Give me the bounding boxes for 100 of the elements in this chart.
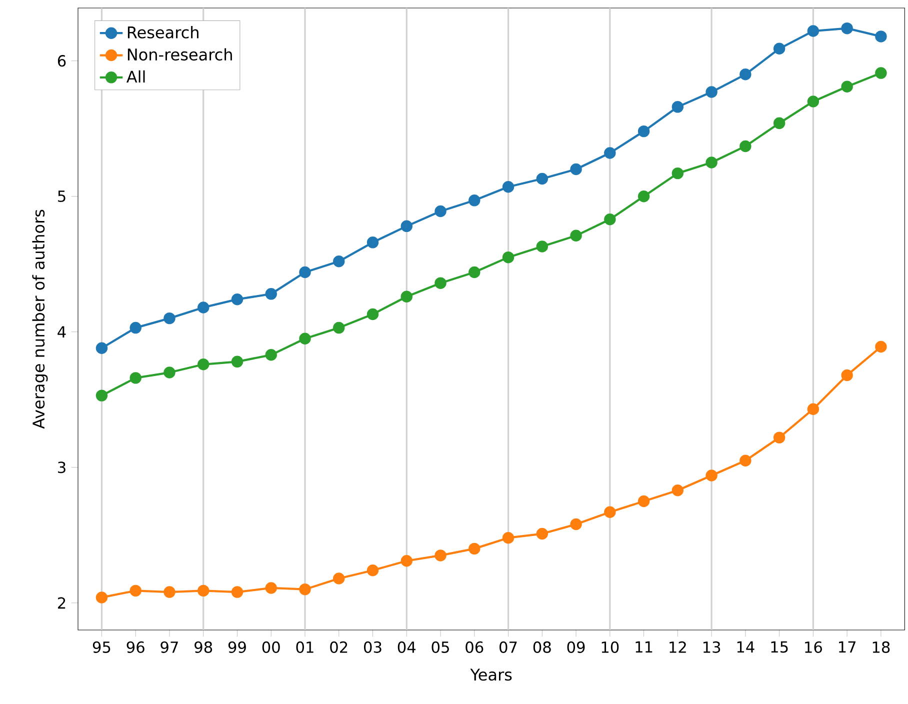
point bbox=[468, 542, 480, 555]
point bbox=[841, 80, 853, 92]
point bbox=[875, 340, 887, 353]
point bbox=[706, 86, 718, 98]
point bbox=[570, 518, 582, 530]
y-tick-label: 5 bbox=[58, 190, 66, 202]
point bbox=[130, 584, 142, 597]
point bbox=[807, 25, 820, 37]
x-tick-label: 05 bbox=[432, 641, 449, 653]
x-tick-label: 01 bbox=[296, 641, 314, 653]
point bbox=[96, 390, 108, 402]
point bbox=[231, 586, 244, 598]
x-tick-label: 08 bbox=[533, 641, 551, 653]
y-tick-label: 2 bbox=[58, 597, 66, 609]
point bbox=[570, 230, 582, 242]
point bbox=[366, 236, 379, 248]
y-axis-title: Average number of authors bbox=[32, 210, 48, 429]
point bbox=[299, 583, 311, 596]
x-tick-label: 13 bbox=[703, 641, 720, 653]
x-tick-label: 11 bbox=[636, 641, 652, 653]
point bbox=[366, 308, 379, 320]
point bbox=[672, 101, 684, 113]
point bbox=[197, 584, 210, 597]
point bbox=[130, 372, 142, 384]
point bbox=[197, 302, 210, 314]
x-tick-label: 12 bbox=[670, 641, 686, 653]
point bbox=[807, 96, 820, 108]
point bbox=[706, 156, 718, 168]
point bbox=[807, 403, 820, 415]
point bbox=[502, 180, 514, 193]
point bbox=[299, 332, 311, 345]
point bbox=[96, 342, 108, 354]
point bbox=[570, 163, 582, 176]
point bbox=[130, 322, 142, 334]
point bbox=[299, 266, 311, 278]
x-tick-label: 02 bbox=[330, 641, 348, 653]
point bbox=[164, 366, 176, 378]
point bbox=[96, 592, 108, 604]
x-axis-title: Years bbox=[470, 668, 512, 681]
point bbox=[265, 582, 277, 594]
point bbox=[265, 349, 277, 361]
point bbox=[434, 277, 446, 289]
point bbox=[333, 572, 345, 584]
x-tick-label: 09 bbox=[567, 641, 585, 653]
point bbox=[875, 30, 887, 42]
point bbox=[502, 251, 514, 264]
point bbox=[400, 290, 413, 302]
point bbox=[536, 528, 548, 540]
point bbox=[197, 358, 210, 370]
point bbox=[231, 293, 244, 306]
x-tick-label: 95 bbox=[92, 641, 110, 653]
point bbox=[434, 205, 446, 218]
point bbox=[841, 22, 853, 34]
x-tick-label: 10 bbox=[602, 641, 619, 653]
point bbox=[164, 586, 176, 598]
point bbox=[638, 190, 650, 202]
legend-label: All bbox=[126, 70, 145, 83]
point bbox=[366, 564, 379, 576]
x-tick-label: 17 bbox=[839, 641, 856, 653]
point bbox=[773, 42, 786, 55]
x-tick-label: 07 bbox=[500, 641, 517, 653]
point bbox=[740, 454, 752, 466]
point bbox=[164, 312, 176, 324]
point bbox=[333, 256, 345, 268]
point bbox=[638, 125, 650, 138]
x-tick-label: 00 bbox=[262, 641, 280, 653]
point bbox=[333, 322, 345, 334]
point bbox=[841, 369, 853, 382]
point bbox=[434, 550, 446, 562]
x-tick-label: 03 bbox=[364, 641, 382, 653]
point bbox=[468, 266, 480, 278]
x-tick-label: 14 bbox=[737, 641, 754, 653]
x-tick-label: 16 bbox=[805, 641, 822, 653]
legend-label: Research bbox=[128, 26, 198, 38]
point bbox=[468, 194, 480, 206]
x-tick-label: 97 bbox=[160, 641, 178, 653]
y-tick-label: 6 bbox=[58, 55, 66, 67]
x-tick-label: 99 bbox=[228, 641, 246, 653]
x-tick-label: 06 bbox=[466, 641, 484, 653]
legend-label: Non-research bbox=[128, 48, 232, 61]
point bbox=[231, 356, 244, 368]
point bbox=[773, 117, 786, 130]
point bbox=[604, 147, 616, 159]
point bbox=[604, 214, 616, 226]
point bbox=[773, 432, 786, 444]
point bbox=[400, 555, 413, 567]
point bbox=[875, 67, 887, 79]
point bbox=[265, 288, 277, 300]
x-tick-label: 18 bbox=[872, 641, 890, 653]
y-tick-label: 3 bbox=[58, 462, 66, 474]
point bbox=[400, 220, 413, 232]
y-tick-label: 4 bbox=[58, 326, 66, 338]
x-tick-label: 04 bbox=[398, 641, 416, 653]
point bbox=[740, 140, 752, 152]
point bbox=[604, 506, 616, 518]
point bbox=[672, 484, 684, 496]
point bbox=[672, 167, 684, 180]
x-tick-label: 98 bbox=[194, 641, 212, 653]
x-tick-label: 15 bbox=[771, 641, 788, 653]
point bbox=[502, 532, 514, 544]
